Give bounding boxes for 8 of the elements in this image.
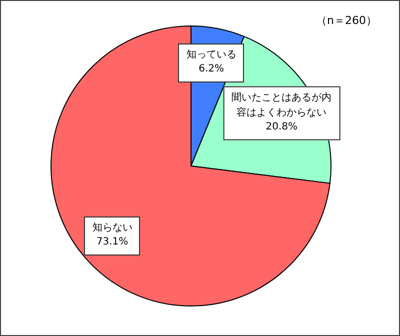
slice-label: 知らない: [92, 222, 132, 233]
data-label: 73.1%: [96, 236, 128, 248]
slice-label: 聞いたことはあるが内容はよくわからない: [232, 92, 332, 118]
data-label: 6.2%: [198, 64, 224, 75]
slice-label: 知っている: [186, 49, 236, 60]
pie-slice: [50, 26, 330, 306]
data-label: 20.8%: [266, 121, 298, 132]
text: （n＝260）: [316, 13, 377, 28]
